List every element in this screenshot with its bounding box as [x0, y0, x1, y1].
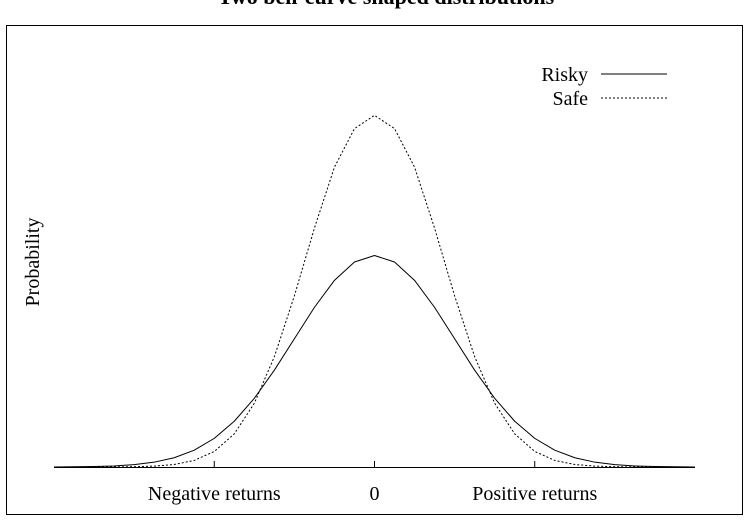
series-line-risky — [53, 255, 696, 468]
x-tick-label: 0 — [370, 483, 380, 505]
chart-title: Two bell-curve shaped distributions — [218, 0, 555, 9]
x-tick-label: Negative returns — [148, 483, 281, 505]
axes: Negative returns 0 Positive returns — [54, 461, 695, 505]
plot-frame — [6, 25, 743, 515]
legend-label-risky: Risky — [541, 64, 588, 86]
y-axis-label: Probability — [22, 218, 44, 307]
x-tick-label: Positive returns — [472, 483, 597, 505]
legend-label-safe: Safe — [552, 88, 588, 110]
series-layer — [53, 114, 696, 468]
